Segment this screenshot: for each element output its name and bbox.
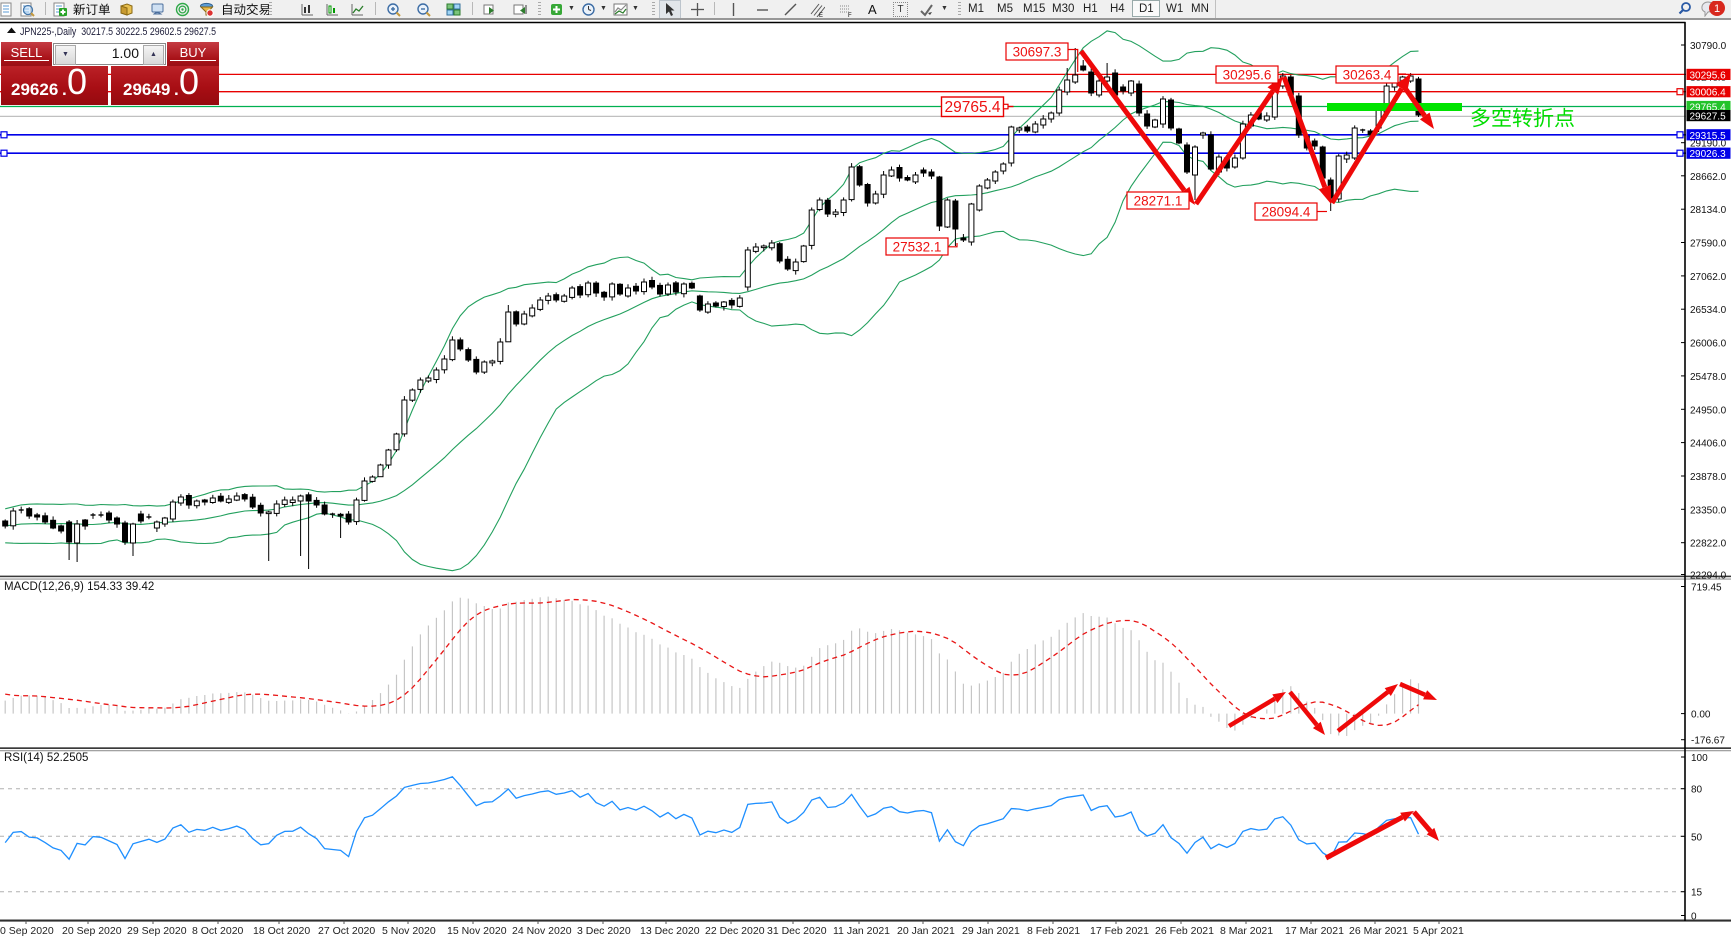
svg-text:15: 15	[1691, 888, 1703, 899]
svg-text:28094.4: 28094.4	[1262, 205, 1311, 220]
svg-text:20 Jan 2021: 20 Jan 2021	[897, 925, 955, 937]
svg-text:26 Mar 2021: 26 Mar 2021	[1349, 925, 1408, 937]
svg-text:27590.0: 27590.0	[1690, 239, 1727, 250]
svg-text:5 Nov 2020: 5 Nov 2020	[382, 925, 436, 937]
svg-text:80: 80	[1691, 785, 1703, 796]
svg-text:25478.0: 25478.0	[1690, 372, 1727, 383]
svg-text:22294.0: 22294.0	[1690, 571, 1727, 582]
svg-text:0: 0	[1691, 912, 1697, 923]
svg-text:28662.0: 28662.0	[1690, 172, 1727, 183]
svg-text:3 Dec 2020: 3 Dec 2020	[577, 925, 631, 937]
svg-text:719.45: 719.45	[1691, 583, 1722, 594]
svg-text:E: E	[819, 13, 823, 17]
svg-text:5 Apr 2021: 5 Apr 2021	[1413, 925, 1464, 937]
svg-text:30790.0: 30790.0	[1690, 41, 1727, 52]
svg-text:17 Mar 2021: 17 Mar 2021	[1285, 925, 1344, 937]
svg-text:18 Oct 2020: 18 Oct 2020	[253, 925, 310, 937]
svg-text:31 Dec 2020: 31 Dec 2020	[767, 925, 827, 937]
svg-text:23350.0: 23350.0	[1690, 505, 1727, 516]
svg-text:30006.4: 30006.4	[1690, 88, 1727, 99]
svg-text:26006.0: 26006.0	[1690, 339, 1727, 350]
svg-text:1: 1	[1714, 3, 1720, 15]
svg-text:30697.3: 30697.3	[1013, 45, 1062, 60]
svg-text:11 Jan 2021: 11 Jan 2021	[833, 925, 890, 937]
svg-text:29 Sep 2020: 29 Sep 2020	[127, 925, 187, 937]
svg-text:13 Dec 2020: 13 Dec 2020	[640, 925, 700, 937]
svg-text:26534.0: 26534.0	[1690, 305, 1727, 316]
svg-text:29315.5: 29315.5	[1690, 131, 1727, 142]
svg-text:26 Feb 2021: 26 Feb 2021	[1155, 925, 1214, 937]
svg-text:22822.0: 22822.0	[1690, 539, 1727, 550]
svg-text:23878.0: 23878.0	[1690, 472, 1727, 483]
svg-text:8 Mar 2021: 8 Mar 2021	[1220, 925, 1273, 937]
svg-text:RSI(14) 52.2505: RSI(14) 52.2505	[4, 752, 88, 764]
svg-text:15 Nov 2020: 15 Nov 2020	[447, 925, 507, 937]
svg-text:17 Feb 2021: 17 Feb 2021	[1090, 925, 1149, 937]
svg-text:29765.4: 29765.4	[944, 99, 1000, 116]
svg-text:28271.1: 28271.1	[1134, 194, 1183, 209]
svg-text:100: 100	[1691, 753, 1708, 764]
svg-text:30295.6: 30295.6	[1690, 70, 1727, 81]
svg-text:MACD(12,26,9) 154.33 39.42: MACD(12,26,9) 154.33 39.42	[4, 581, 154, 593]
svg-text:8 Feb 2021: 8 Feb 2021	[1027, 925, 1080, 937]
svg-text:29026.3: 29026.3	[1690, 149, 1727, 160]
svg-text:24950.0: 24950.0	[1690, 405, 1727, 416]
svg-text:0.00: 0.00	[1691, 710, 1711, 721]
svg-text:-176.67: -176.67	[1691, 736, 1725, 747]
svg-text:JPN225-,Daily 30217.5 30222.5: JPN225-,Daily 30217.5 30222.5 29602.5 29…	[20, 26, 216, 38]
svg-text:8 Oct 2020: 8 Oct 2020	[192, 925, 244, 937]
svg-text:22 Dec 2020: 22 Dec 2020	[705, 925, 765, 937]
svg-text:27 Oct 2020: 27 Oct 2020	[318, 925, 375, 937]
svg-text:27062.0: 27062.0	[1690, 272, 1727, 283]
svg-text:29765.4: 29765.4	[1690, 103, 1727, 114]
svg-text:28134.0: 28134.0	[1690, 205, 1727, 216]
svg-text:20 Sep 2020: 20 Sep 2020	[62, 925, 122, 937]
svg-text:30295.6: 30295.6	[1223, 68, 1272, 83]
svg-text:29627.5: 29627.5	[1690, 112, 1727, 123]
svg-text:F: F	[848, 13, 852, 17]
svg-text:29190.0: 29190.0	[1690, 139, 1727, 150]
svg-text:27532.1: 27532.1	[893, 240, 942, 255]
svg-text:50: 50	[1691, 832, 1703, 843]
svg-text:24 Nov 2020: 24 Nov 2020	[512, 925, 572, 937]
svg-text:0 Sep 2020: 0 Sep 2020	[0, 925, 54, 937]
svg-text:24406.0: 24406.0	[1690, 439, 1727, 450]
svg-text:29 Jan 2021: 29 Jan 2021	[962, 925, 1020, 937]
svg-text:30263.4: 30263.4	[1343, 68, 1392, 83]
